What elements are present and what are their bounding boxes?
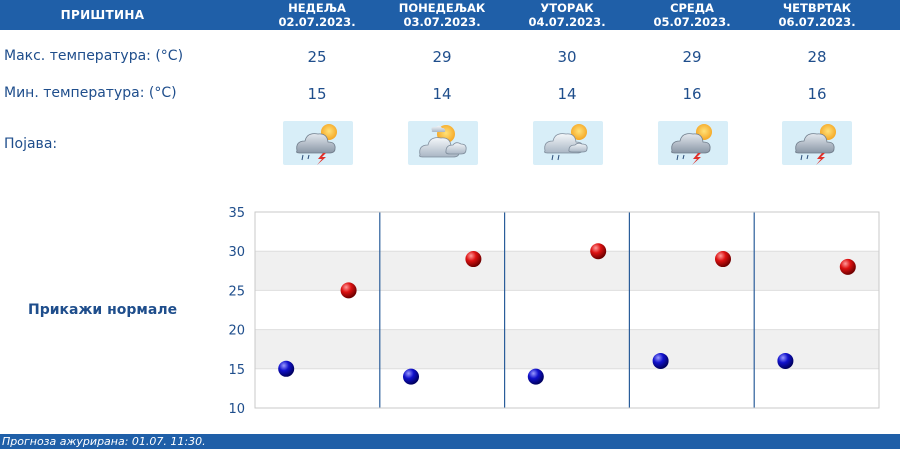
max-temp-point	[465, 251, 482, 268]
min-temp-point	[403, 368, 419, 385]
day-name: УТОРАК	[540, 1, 594, 15]
temperature-chart: 10 15 20 25 30 35	[228, 206, 880, 417]
day-date: 05.07.2023.	[653, 15, 731, 29]
min-temp-value: 14	[557, 85, 577, 103]
day-date: 06.07.2023.	[778, 15, 856, 29]
city-name: ПРИШТИНА	[60, 8, 145, 22]
max-temp-point	[340, 282, 357, 299]
chart-frame	[254, 211, 880, 409]
day-header: СРЕДА 05.07.2023.	[630, 0, 754, 30]
y-tick-label: 30	[228, 245, 245, 260]
phenomenon-label: Појава:	[4, 136, 58, 152]
day-name: ПОНЕДЕЉАК	[398, 1, 486, 15]
day-header: ПОНЕДЕЉАК 03.07.2023.	[380, 0, 504, 30]
y-tick-label: 35	[228, 206, 245, 221]
y-tick-label: 10	[228, 402, 245, 417]
day-header: ЧЕТВРТАК 06.07.2023.	[755, 0, 879, 30]
cloud-storm-sun-icon	[283, 121, 353, 165]
min-temp-value: 16	[682, 85, 702, 103]
min-temp-point	[278, 360, 295, 377]
day-name: ЧЕТВРТАК	[782, 1, 852, 15]
cloud-sun-icon	[408, 121, 478, 165]
y-tick-label: 20	[228, 324, 245, 339]
forecast-updated-footer: Прогноза ажурирана: 01.07. 11:30.	[0, 434, 900, 449]
y-tick-label: 15	[228, 363, 245, 378]
max-temp-value: 29	[432, 48, 452, 66]
max-temp-point	[839, 258, 856, 275]
y-tick-label: 25	[228, 284, 245, 299]
min-temp-point	[652, 352, 669, 369]
max-temp-value: 25	[307, 48, 327, 66]
min-temp-label: Мин. температура: (°C)	[4, 85, 177, 101]
max-temp-value: 30	[557, 48, 577, 66]
cloud-rain-sun-icon	[533, 121, 603, 165]
max-temp-label: Макс. температура: (°C)	[4, 48, 184, 64]
chart-band	[255, 329, 879, 369]
day-date: 03.07.2023.	[403, 15, 481, 29]
max-temp-value: 28	[807, 48, 827, 66]
max-temp-point	[590, 243, 607, 260]
day-name: НЕДЕЉА	[288, 1, 346, 15]
forecast-header: ПРИШТИНА НЕДЕЉА 02.07.2023. ПОНЕДЕЉАК 03…	[0, 0, 900, 30]
day-date: 02.07.2023.	[278, 15, 356, 29]
cloud-storm-sun-icon	[782, 121, 852, 165]
day-date: 04.07.2023.	[528, 15, 606, 29]
cloud-storm-sun-icon	[658, 121, 728, 165]
max-temp-value: 29	[682, 48, 702, 66]
chart-band	[255, 251, 879, 291]
day-name: СРЕДА	[670, 1, 714, 15]
show-normals-link[interactable]: Прикажи нормале	[28, 302, 178, 318]
min-temp-point	[777, 352, 794, 369]
day-header: НЕДЕЉА 02.07.2023.	[255, 0, 379, 30]
day-header: УТОРАК 04.07.2023.	[505, 0, 629, 30]
min-temp-value: 14	[432, 85, 452, 103]
max-temp-point	[715, 251, 731, 268]
min-temp-point	[527, 368, 544, 385]
min-temp-value: 15	[307, 85, 327, 103]
min-temp-value: 16	[807, 85, 827, 103]
